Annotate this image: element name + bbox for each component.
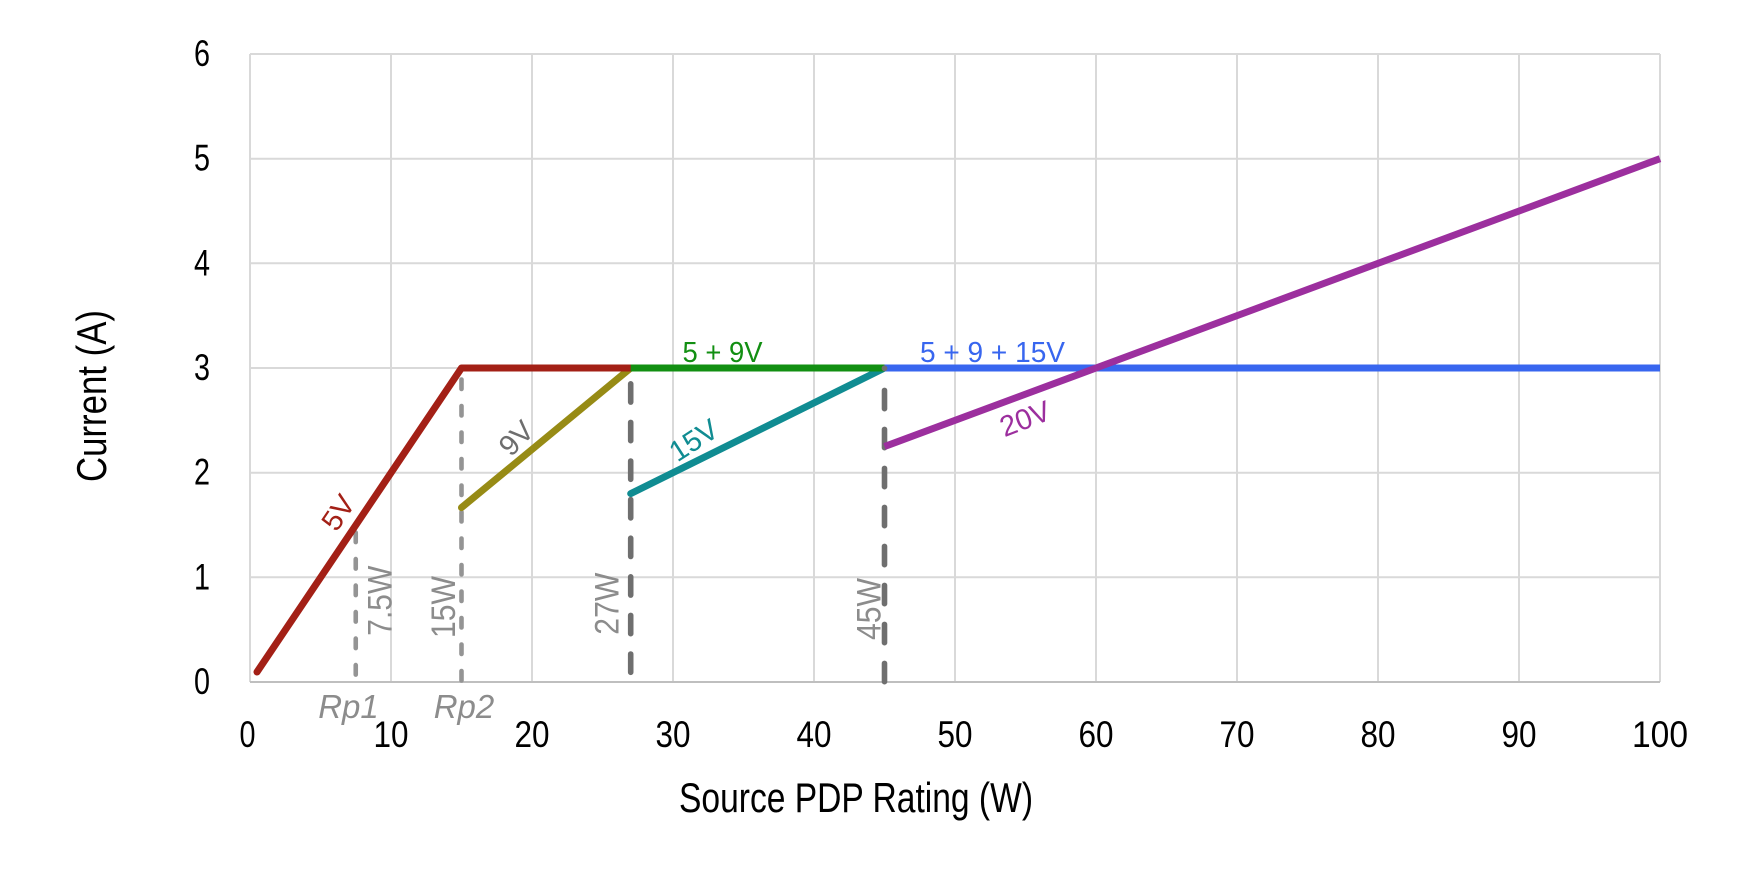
svg-text:70: 70 xyxy=(1220,714,1255,755)
svg-text:40: 40 xyxy=(797,714,832,755)
svg-text:50: 50 xyxy=(938,714,973,755)
svg-text:4: 4 xyxy=(194,242,210,283)
svg-text:10: 10 xyxy=(374,714,409,755)
svg-text:2: 2 xyxy=(194,452,210,493)
svg-text:Current (A): Current (A) xyxy=(68,310,115,482)
svg-text:7.5W: 7.5W xyxy=(362,566,400,636)
svg-text:6: 6 xyxy=(194,33,210,74)
svg-text:5 + 9 + 15V: 5 + 9 + 15V xyxy=(920,337,1066,369)
svg-text:0: 0 xyxy=(240,714,256,755)
svg-text:5: 5 xyxy=(194,138,210,179)
svg-text:90: 90 xyxy=(1502,714,1537,755)
svg-text:15W: 15W xyxy=(425,576,463,638)
svg-text:80: 80 xyxy=(1361,714,1396,755)
svg-text:45W: 45W xyxy=(851,578,889,640)
svg-text:30: 30 xyxy=(656,714,691,755)
svg-text:Rp2: Rp2 xyxy=(434,688,495,725)
svg-text:100: 100 xyxy=(1632,714,1688,755)
svg-text:Source PDP Rating (W): Source PDP Rating (W) xyxy=(679,774,1033,821)
svg-text:20: 20 xyxy=(515,714,550,755)
svg-text:1: 1 xyxy=(194,556,210,597)
svg-text:5 + 9V: 5 + 9V xyxy=(683,337,764,369)
svg-text:Rp1: Rp1 xyxy=(318,688,379,725)
svg-text:60: 60 xyxy=(1079,714,1114,755)
svg-text:0: 0 xyxy=(194,661,210,702)
svg-text:27W: 27W xyxy=(589,573,627,635)
svg-text:3: 3 xyxy=(194,347,210,388)
